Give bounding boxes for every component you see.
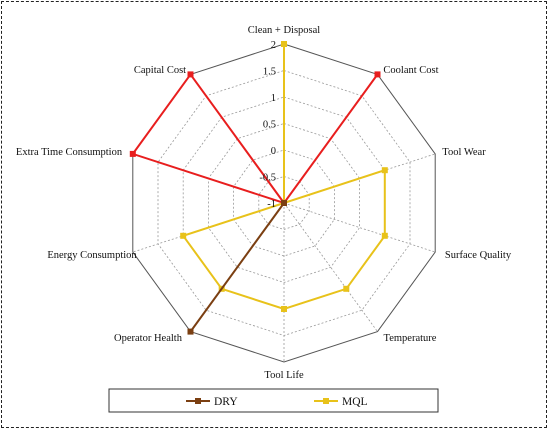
tick-label: 1.5: [263, 67, 276, 78]
radar-series: [129, 41, 388, 335]
data-point-clean-disposal: [281, 41, 287, 47]
data-point-energy-consumption: [180, 232, 187, 239]
grid-spoke: [132, 202, 285, 253]
tick-label: 0: [271, 146, 276, 157]
axis-label-operator-health: Operator Health: [114, 333, 183, 344]
legend-box: [108, 388, 439, 413]
data-point-operator-health: [187, 328, 194, 335]
data-point-surface-quality: [381, 232, 388, 239]
series-line: [131, 72, 379, 205]
legend-label: DRY: [214, 396, 238, 408]
tick-label: 2: [271, 40, 276, 51]
series-line: [181, 44, 386, 311]
grid-spoke: [283, 202, 378, 332]
axis-label-tool-life: Tool Life: [264, 370, 304, 381]
data-point-coolant-cost: [374, 71, 381, 78]
legend-label: MQL: [342, 396, 368, 408]
data-point-capital-cost: [187, 71, 194, 78]
series-line: [189, 202, 285, 333]
tick-label: -0.5: [259, 173, 276, 184]
axis-label-clean-disposal: Clean + Disposal: [248, 25, 320, 36]
grid-ring: [182, 96, 386, 310]
radial-tick-labels: 2 1.5 1 0.5 0 -0.5 -1: [259, 40, 276, 210]
grid-spoke: [283, 202, 436, 253]
axis-label-tool-wear: Tool Wear: [442, 147, 486, 158]
axis-label-capital-cost: Capital Cost: [134, 65, 186, 76]
series-dry: [187, 200, 287, 335]
axis-label-surface-quality: Surface Quality: [445, 250, 512, 261]
data-point-extra-time-consumption: [129, 150, 136, 157]
grid-ring: [207, 123, 361, 283]
grid-ring: [258, 176, 310, 230]
axis-label-coolant-cost: Coolant Cost: [383, 65, 438, 76]
series-unlabeled: [129, 71, 381, 206]
data-point-tool-life: [281, 306, 287, 312]
legend-swatch-marker: [195, 398, 201, 404]
data-point-capital-cost: [281, 200, 287, 206]
legend-item-mql: MQL: [314, 396, 368, 408]
tick-label: 1: [271, 93, 276, 104]
legend: DRY MQL: [108, 388, 439, 413]
legend-item-dry: DRY: [186, 396, 238, 408]
data-point-temperature: [343, 285, 350, 292]
axis-labels: Clean + Disposal Coolant Cost Tool Wear Sur…: [16, 25, 512, 381]
tick-label: -1: [267, 199, 276, 210]
grid-ring: [233, 149, 335, 257]
data-point-tool-wear: [381, 167, 388, 174]
axis-label-temperature: Temperature: [384, 333, 437, 344]
axis-label-extra-time-consumption: Extra Time Consumption: [16, 147, 123, 158]
axis-label-energy-consumption: Energy Consumption: [47, 250, 137, 261]
grid-spoke: [283, 153, 436, 204]
tick-label: 0.5: [263, 120, 276, 131]
legend-swatch-marker: [323, 398, 329, 404]
